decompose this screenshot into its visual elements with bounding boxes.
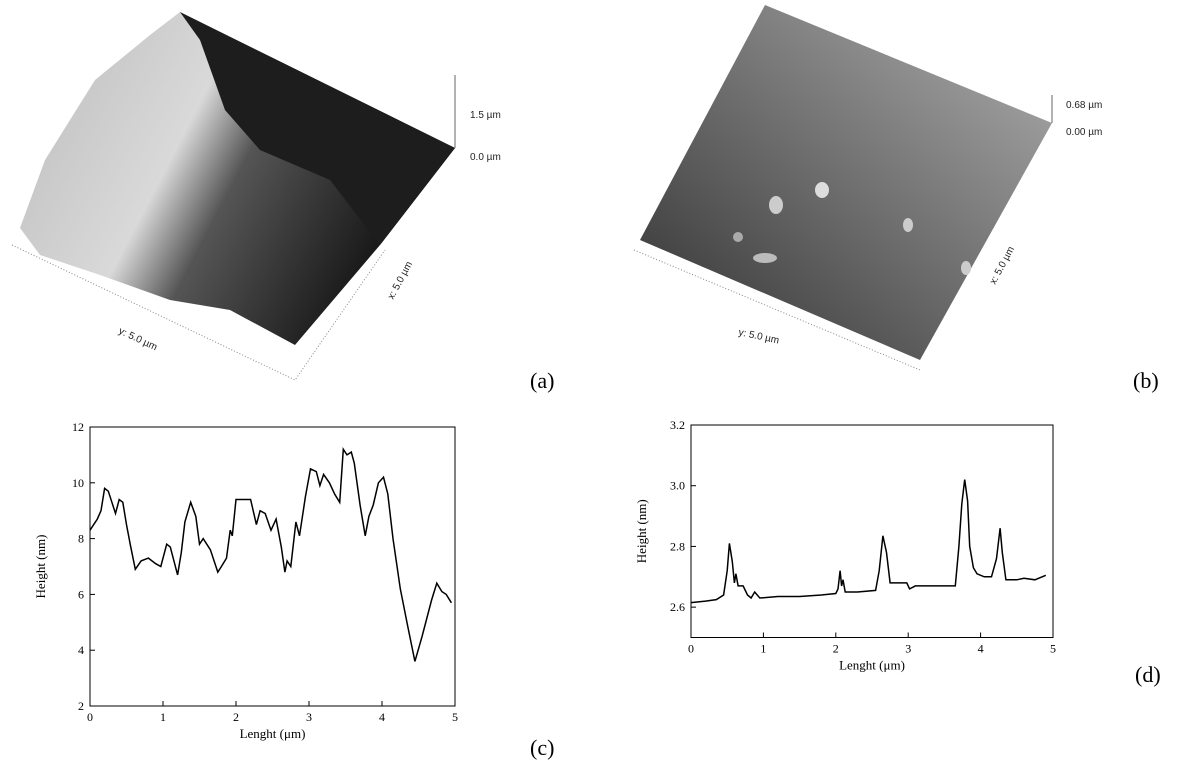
y-tick-label: 2.8 — [670, 539, 685, 553]
x-tick-label: 4 — [379, 710, 385, 724]
x-tick-label: 5 — [1050, 642, 1056, 656]
y-tick-label: 2 — [78, 699, 84, 713]
x-tick-label: 0 — [87, 710, 93, 724]
y-tick-label: 3.2 — [670, 418, 685, 432]
y-axis-title: Height (nm) — [33, 535, 48, 599]
panel-label: (b) — [1133, 368, 1159, 393]
x-tick-label: 2 — [833, 642, 839, 656]
plot-frame — [690, 424, 1054, 638]
x-tick-label: 0 — [688, 642, 694, 656]
x-tick-label: 3 — [905, 642, 911, 656]
x-tick-label: 3 — [306, 710, 312, 724]
x-tick-label: 4 — [978, 642, 984, 656]
x-axis-label: x: 5.0 µm — [988, 245, 1017, 287]
y-tick-label: 12 — [72, 420, 84, 434]
x-axis-title: Lenght (μm) — [240, 726, 306, 741]
z-bottom: 0.0 µm — [470, 152, 501, 163]
data-line — [690, 479, 1047, 604]
y-tick-label: 10 — [72, 476, 84, 490]
x-tick-label: 5 — [452, 710, 458, 724]
y-tick-label: 2.6 — [670, 600, 685, 614]
panel-label: (c) — [530, 735, 554, 760]
panel-label: (d) — [1135, 662, 1161, 687]
y-axis-label: y: 5.0 µm — [737, 327, 780, 346]
y-axis-label: y: 5.0 µm — [117, 326, 159, 353]
z-top: 0.68 µm — [1066, 100, 1102, 111]
panel-label: (a) — [530, 368, 554, 393]
y-tick-label: 6 — [78, 587, 84, 601]
x-tick-label: 1 — [760, 642, 766, 656]
y-tick-label: 4 — [78, 643, 84, 657]
afm-image-b — [633, 5, 1053, 371]
z-top: 1.5 µm — [470, 110, 501, 121]
x-tick-label: 2 — [233, 710, 239, 724]
y-axis-title: Height (nm) — [634, 499, 649, 563]
x-axis-label: x: 5.0 µm — [386, 260, 415, 302]
data-line — [89, 447, 453, 662]
z-bottom: 0.00 µm — [1066, 127, 1102, 138]
x-tick-label: 1 — [160, 710, 166, 724]
y-tick-label: 8 — [78, 532, 84, 546]
y-tick-label: 3.0 — [670, 479, 685, 493]
afm-image-a — [11, 12, 456, 381]
plot-frame — [89, 426, 456, 707]
x-axis-title: Lenght (μm) — [839, 658, 905, 673]
